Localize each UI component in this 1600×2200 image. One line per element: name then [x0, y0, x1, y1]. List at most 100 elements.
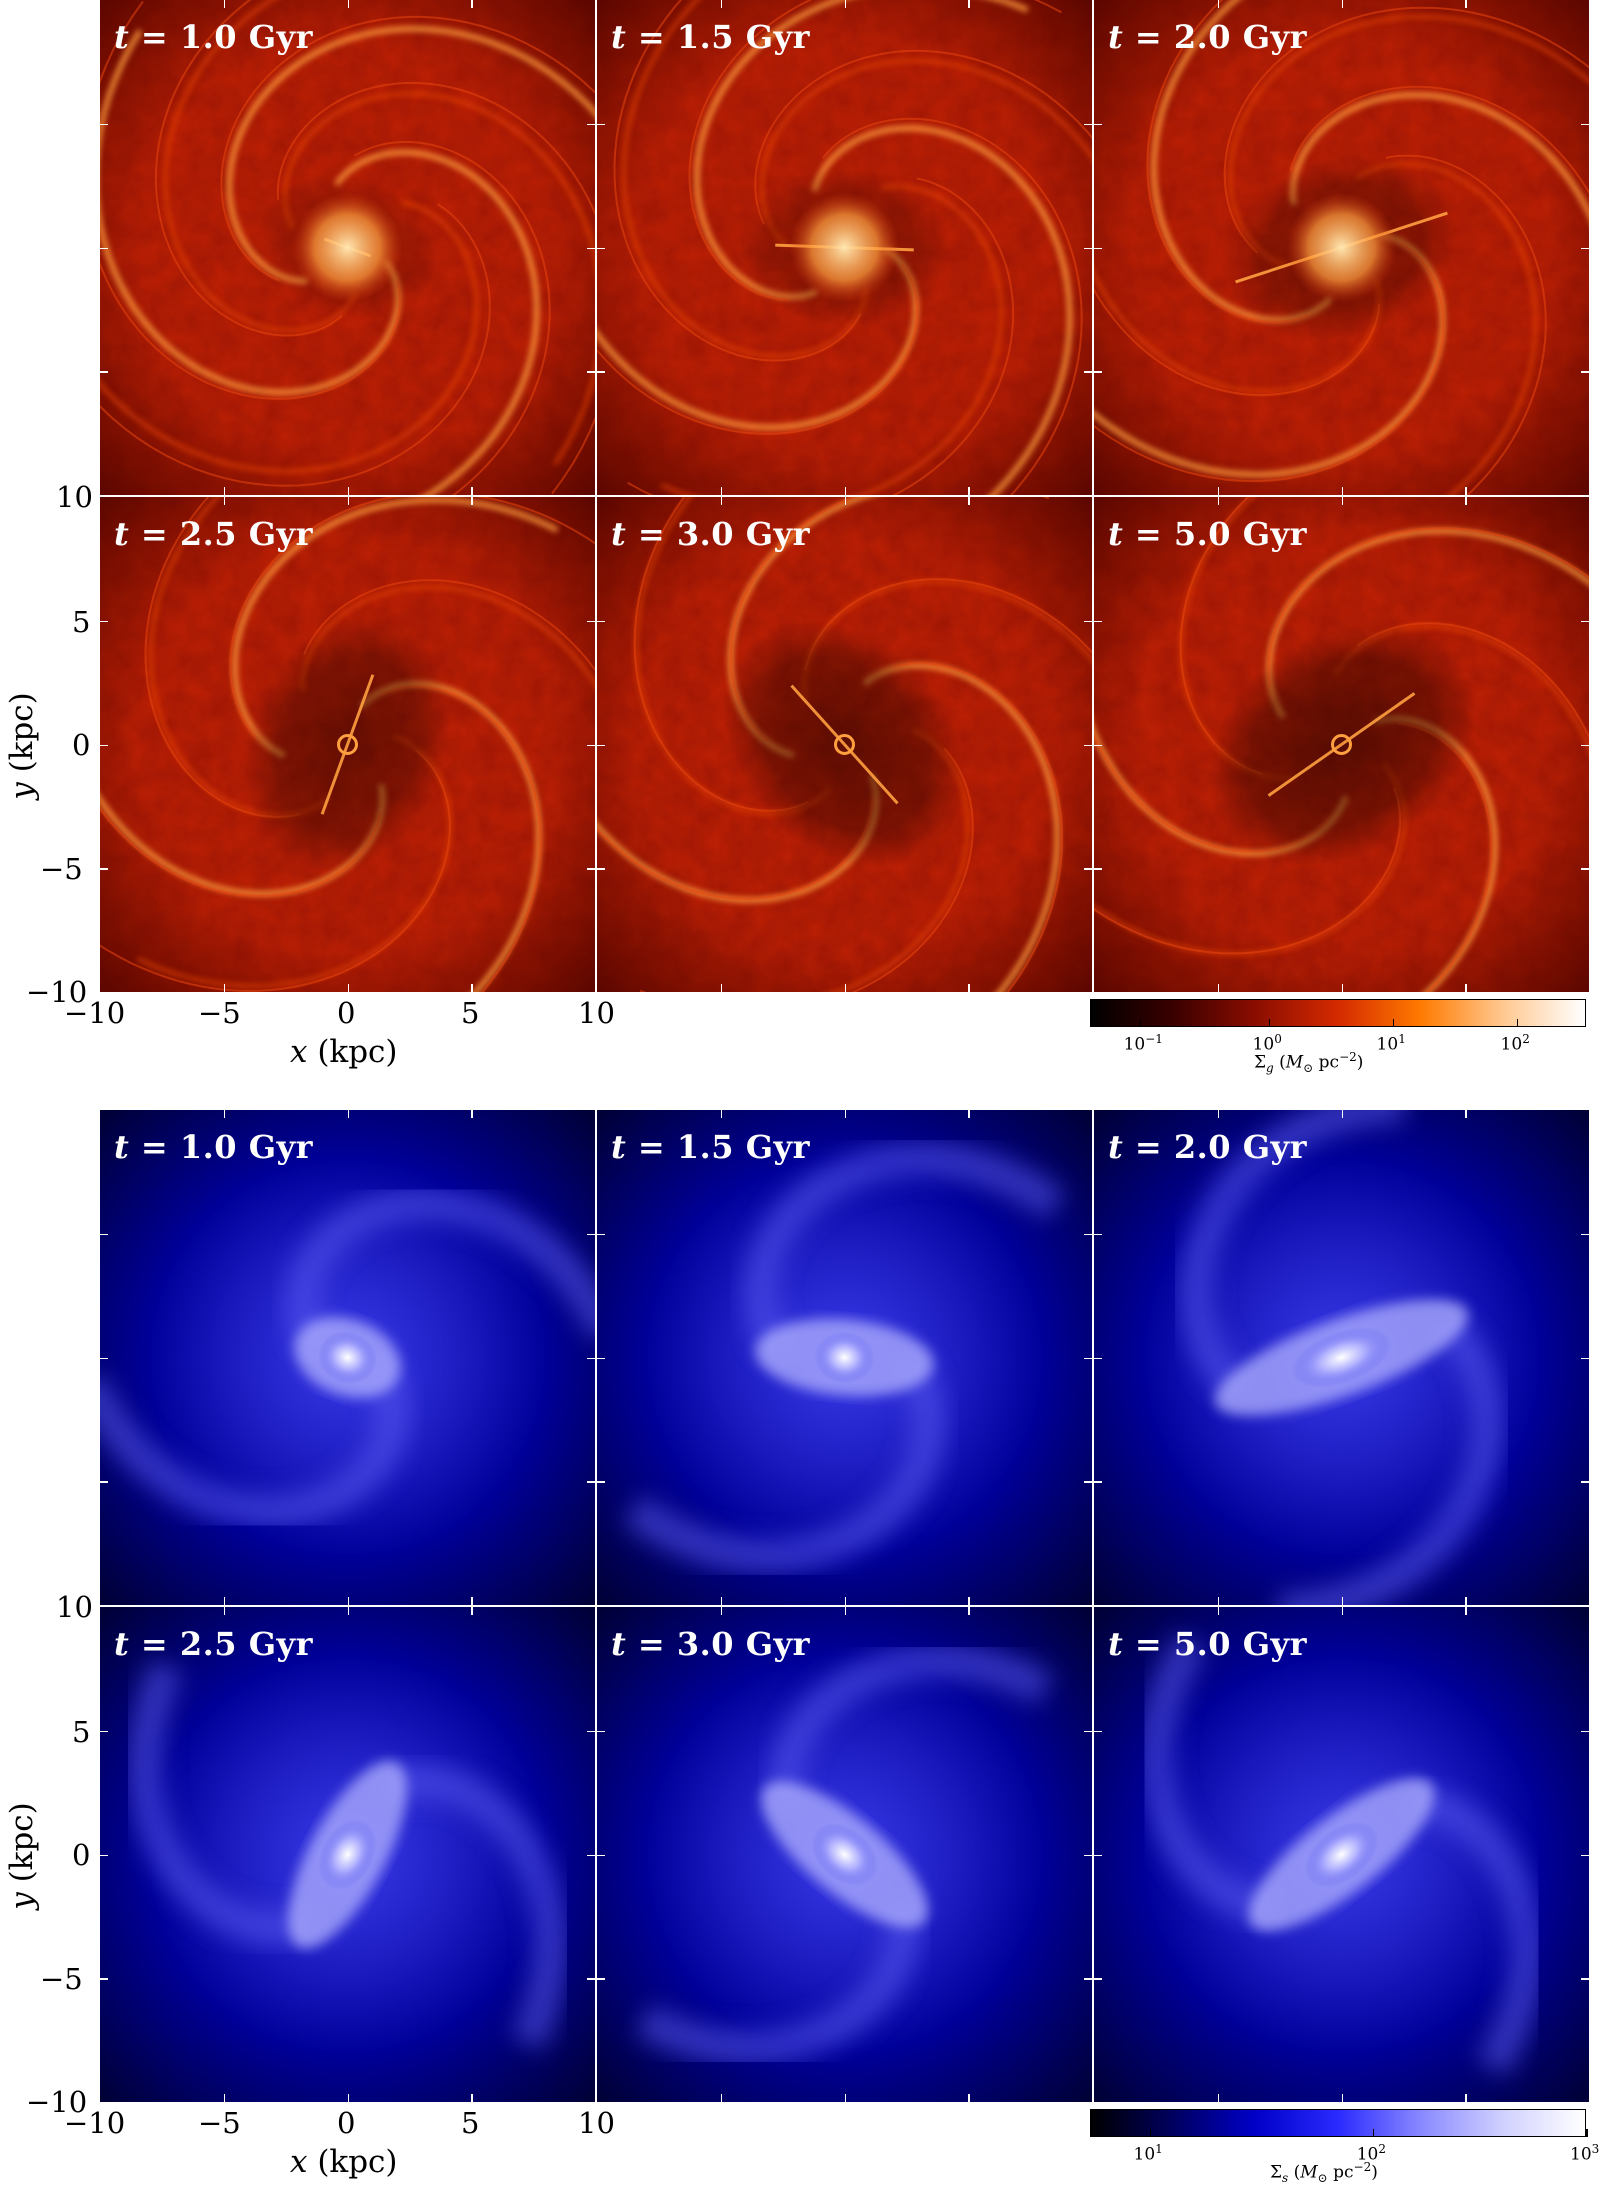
panel-tick: [1084, 371, 1092, 373]
gas-panel-grid: t = 1.0 Gyr: [100, 0, 1594, 992]
gas-panel-5: t = 3.0 Gyr: [597, 497, 1092, 992]
gas-ytick-0: 0: [72, 728, 91, 762]
panel-tick: [720, 1110, 723, 1118]
stars-ytick-5: 5: [72, 1715, 91, 1749]
panel-tick: [1094, 868, 1102, 870]
panel-tick: [968, 984, 970, 992]
panel-tick: [1581, 1233, 1589, 1236]
gas-xtick-m10: −10: [64, 996, 126, 1030]
panel-tick: [223, 487, 226, 495]
panel-tick: [844, 0, 846, 8]
stars-panel-2-time-label: t = 1.5 Gyr: [611, 1128, 810, 1166]
panel-tick: [1341, 984, 1343, 992]
panel-tick: [223, 497, 226, 505]
panel-tick: [1581, 123, 1589, 126]
gas-panel-2-time-label: t = 1.5 Gyr: [611, 18, 810, 56]
panel-tick: [100, 1233, 108, 1236]
panel-tick: [844, 1597, 846, 1605]
panel-tick: [1084, 1978, 1092, 1980]
panel-tick: [844, 487, 846, 495]
panel-tick: [587, 1730, 595, 1733]
panel-tick: [844, 497, 846, 505]
panel-tick: [1341, 1607, 1343, 1615]
panel-tick: [597, 620, 605, 623]
stars-colorbar-tickmark-1: [1372, 2129, 1375, 2137]
panel-tick: [1094, 1481, 1102, 1483]
gas-colorbar-tickmark-2: [1392, 1019, 1395, 1027]
panel-tick: [1217, 0, 1220, 8]
panel-tick: [968, 487, 970, 495]
panel-tick: [1341, 487, 1343, 495]
panel-tick: [587, 1357, 595, 1359]
stars-xtick-5: 5: [461, 2106, 480, 2140]
panel-tick: [347, 487, 349, 495]
panel-tick: [1094, 1854, 1102, 1856]
panel-tick: [100, 371, 108, 373]
panel-tick: [1084, 744, 1092, 746]
gas-colorbar-tick-2: 101: [1376, 1032, 1406, 1055]
panel-tick: [1217, 984, 1220, 992]
panel-tick: [1084, 1481, 1092, 1483]
panel-tick: [1084, 868, 1092, 870]
panel-tick: [347, 0, 349, 8]
panel-tick: [100, 620, 108, 623]
gas-panel-1-time-label: t = 1.0 Gyr: [114, 18, 313, 56]
panel-tick: [1094, 247, 1102, 249]
panel-tick: [1341, 2094, 1343, 2102]
stars-ytick-10: 10: [56, 1590, 93, 1624]
panel-tick: [1581, 620, 1589, 623]
panel-tick: [471, 0, 473, 8]
gas-ytick-m10: −10: [26, 975, 88, 1009]
gas-panel-5-time-label: t = 3.0 Gyr: [611, 515, 810, 553]
gas-xaxis-label: x (kpc): [290, 1034, 398, 1070]
panel-tick: [1341, 1110, 1343, 1118]
panel-tick: [1094, 1978, 1102, 1980]
panel-tick: [100, 1730, 108, 1733]
panel-tick: [1094, 620, 1102, 623]
stars-panel-2: t = 1.5 Gyr: [597, 1110, 1092, 1605]
panel-tick: [720, 1607, 723, 1615]
panel-tick: [597, 123, 605, 126]
panel-tick: [1581, 1481, 1589, 1483]
panel-tick: [223, 984, 226, 992]
panel-tick: [223, 1607, 226, 1615]
stars-panel-4: t = 2.5 Gyr: [100, 1607, 595, 2102]
stellar-panel-grid: t = 1.0 Gyr t = 1.5 Gyr: [100, 1110, 1594, 2102]
panel-tick: [1084, 123, 1092, 126]
panel-tick: [1581, 744, 1589, 746]
panel-tick: [1084, 1854, 1092, 1856]
panel-tick: [968, 1110, 970, 1118]
panel-tick: [1341, 497, 1343, 505]
gas-xtick-5: 5: [461, 996, 480, 1030]
gas-colorbar-label: Σg (M⊙ pc−2): [1254, 1050, 1364, 1076]
panel-tick: [100, 1978, 108, 1980]
gas-panel-4: t = 2.5 Gyr: [100, 497, 595, 992]
gas-xtick-m5: −5: [198, 996, 241, 1030]
stars-ytick-0: 0: [72, 1838, 91, 1872]
panel-tick: [968, 1597, 970, 1605]
stars-panel-3-time-label: t = 2.0 Gyr: [1108, 1128, 1307, 1166]
panel-tick: [597, 744, 605, 746]
stars-xaxis-label: x (kpc): [290, 2144, 398, 2180]
panel-tick: [471, 1597, 473, 1605]
stellar-colorbar: [1090, 2109, 1586, 2137]
panel-tick: [1341, 0, 1343, 8]
stars-colorbar-tick-0: 101: [1133, 2142, 1163, 2165]
stars-yaxis-label: y (kpc): [3, 1802, 40, 1910]
panel-tick: [1581, 1978, 1589, 1980]
gas-figure: t = 1.0 Gyr: [0, 0, 1600, 1090]
stars-ytick-m5: −5: [40, 1962, 83, 1996]
panel-tick: [1094, 371, 1102, 373]
stars-colorbar-tickmark-0: [1149, 2129, 1152, 2137]
panel-tick: [347, 984, 349, 992]
gas-colorbar-tickmark-3: [1516, 1019, 1519, 1027]
panel-tick: [597, 1357, 605, 1359]
panel-tick: [1084, 1730, 1092, 1733]
gas-colorbar-tickmark-1: [1268, 1019, 1271, 1027]
gas-panel-3: t = 2.0 Gyr: [1094, 0, 1589, 495]
panel-tick: [1581, 1730, 1589, 1733]
gas-colorbar: [1090, 999, 1586, 1027]
panel-tick: [100, 1357, 108, 1359]
panel-tick: [223, 0, 226, 8]
panel-tick: [1581, 1357, 1589, 1359]
